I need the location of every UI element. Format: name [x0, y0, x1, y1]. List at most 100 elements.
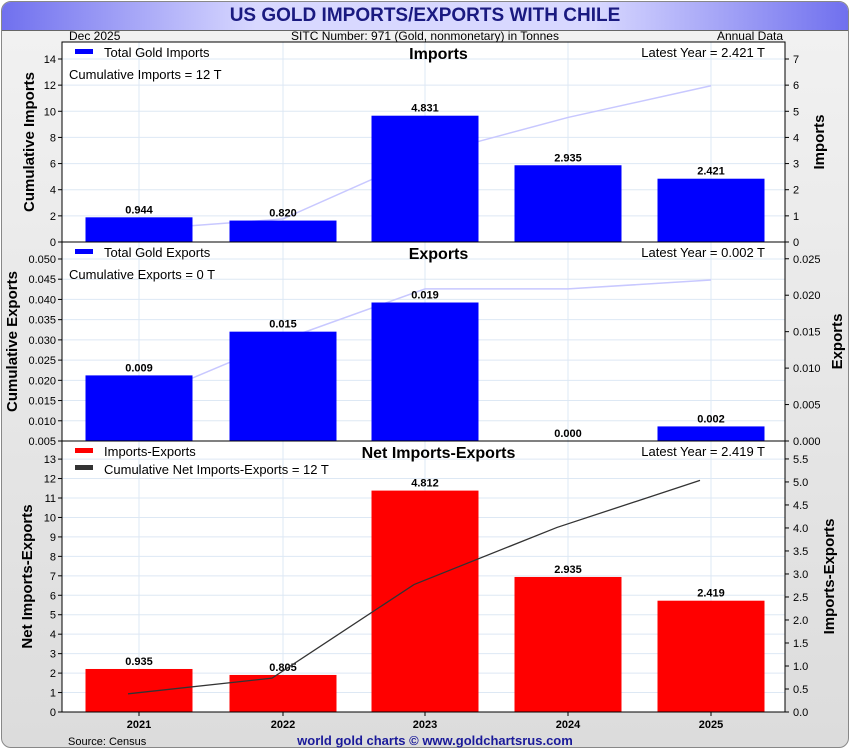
cumulative-note: Cumulative Exports = 0 T [69, 267, 215, 282]
right-tick-label: 1.5 [793, 638, 808, 650]
right-tick-label: 4 [793, 132, 799, 144]
right-tick-label: 0.020 [793, 290, 821, 302]
bar-value-label: 2.935 [554, 152, 582, 164]
right-tick-label: 7 [793, 54, 799, 66]
right-tick-label: 2.5 [793, 592, 808, 604]
bar-2025 [657, 426, 765, 441]
right-tick-label: 5 [793, 106, 799, 118]
legend-label: Imports-Exports [104, 444, 196, 459]
bar-value-label: 0.820 [269, 208, 297, 220]
left-tick-label: 6 [50, 590, 56, 602]
left-tick-label: 8 [50, 132, 56, 144]
bar-2025 [657, 600, 765, 712]
bar-2024 [514, 576, 622, 712]
right-tick-label: 0.010 [793, 363, 821, 375]
right-axis-label: Imports-Exports [821, 519, 838, 635]
right-tick-label: 2 [793, 185, 799, 197]
bar-2021 [85, 217, 193, 242]
bar-value-label: 0.935 [125, 656, 153, 668]
left-tick-label: 0.040 [28, 294, 56, 306]
right-tick-label: 5.0 [793, 477, 808, 489]
left-tick-label: 8 [50, 551, 56, 563]
chart-title: US GOLD IMPORTS/EXPORTS WITH CHILE [2, 2, 848, 31]
bar-2022 [229, 331, 337, 441]
left-tick-label: 14 [44, 54, 56, 66]
bar-value-label: 0.000 [554, 428, 582, 440]
right-tick-label: 0.015 [793, 327, 821, 339]
legend-label: Total Gold Imports [104, 45, 210, 60]
left-tick-label: 3 [50, 649, 56, 661]
bar-2022 [229, 220, 337, 242]
bar-2021 [85, 375, 193, 441]
frequency-label: Annual Data [717, 29, 783, 43]
credit-label: world gold charts © www.goldchartsrus.co… [296, 733, 573, 748]
bar-2025 [657, 178, 765, 242]
right-tick-label: 3.0 [793, 569, 808, 581]
right-tick-label: 4.5 [793, 500, 808, 512]
right-tick-label: 0.000 [793, 436, 821, 448]
bar-value-label: 0.009 [125, 362, 153, 374]
bar-value-label: 0.944 [125, 204, 153, 216]
left-tick-label: 13 [44, 454, 56, 466]
left-tick-label: 10 [44, 106, 56, 118]
latest-year-label: Latest Year = 0.002 T [641, 245, 765, 260]
legend-swatch [75, 249, 93, 254]
bar-value-label: 0.019 [411, 290, 439, 302]
bar-2023 [371, 115, 479, 242]
right-tick-label: 0.5 [793, 684, 808, 696]
cumulative-line [127, 479, 701, 695]
left-tick-label: 9 [50, 532, 56, 544]
right-axis-label: Exports [829, 314, 846, 370]
x-tick-label: 2024 [556, 719, 581, 731]
plot-border [61, 440, 786, 713]
right-tick-label: 2.0 [793, 615, 808, 627]
left-tick-label: 11 [45, 493, 56, 505]
x-tick-label: 2025 [699, 719, 723, 731]
right-tick-label: 0.025 [793, 254, 821, 266]
legend-label: Total Gold Exports [104, 245, 211, 260]
legend-swatch [75, 49, 93, 54]
left-tick-label: 0.045 [28, 274, 56, 286]
bar-2023 [371, 302, 479, 441]
right-tick-label: 0.0 [793, 707, 808, 719]
x-tick-label: 2023 [413, 719, 437, 731]
right-tick-label: 5.5 [793, 454, 808, 466]
panel-title: Imports [409, 46, 468, 63]
bar-value-label: 2.421 [697, 166, 725, 178]
left-tick-label: 6 [50, 159, 56, 171]
left-tick-label: 0.035 [28, 315, 56, 327]
bar-value-label: 0.805 [269, 662, 297, 674]
left-tick-label: 12 [44, 474, 56, 486]
legend-swatch [75, 448, 93, 453]
bar-value-label: 4.831 [411, 103, 439, 115]
left-tick-label: 4 [50, 185, 56, 197]
left-tick-label: 0.015 [28, 396, 56, 408]
legend-label: Cumulative Net Imports-Exports = 12 T [104, 462, 329, 477]
right-axis-label: Imports [811, 114, 828, 169]
right-tick-label: 3 [793, 159, 799, 171]
bar-value-label: 0.002 [697, 413, 725, 425]
left-tick-label: 0.010 [28, 416, 56, 428]
x-tick-label: 2022 [271, 719, 295, 731]
left-tick-label: 0.030 [28, 335, 56, 347]
right-tick-label: 4.0 [793, 523, 808, 535]
left-tick-label: 0.050 [28, 254, 56, 266]
left-axis-label: Cumulative Exports [4, 271, 21, 412]
left-tick-label: 12 [44, 80, 56, 92]
cumulative-note: Cumulative Imports = 12 T [69, 67, 222, 82]
left-tick-label: 0 [50, 237, 56, 249]
latest-year-label: Latest Year = 2.419 T [641, 444, 765, 459]
right-tick-label: 3.5 [793, 546, 808, 558]
bar-value-label: 2.935 [554, 564, 582, 576]
x-tick-label: 2021 [127, 719, 151, 731]
left-tick-label: 2 [50, 211, 56, 223]
bar-2021 [85, 668, 193, 712]
bar-value-label: 0.015 [269, 319, 297, 331]
left-tick-label: 10 [44, 512, 56, 524]
left-tick-label: 0 [50, 707, 56, 719]
left-tick-label: 1 [50, 688, 56, 700]
source-label: Source: Census [68, 736, 147, 748]
right-tick-label: 0 [793, 237, 799, 249]
bar-value-label: 2.419 [697, 588, 725, 600]
